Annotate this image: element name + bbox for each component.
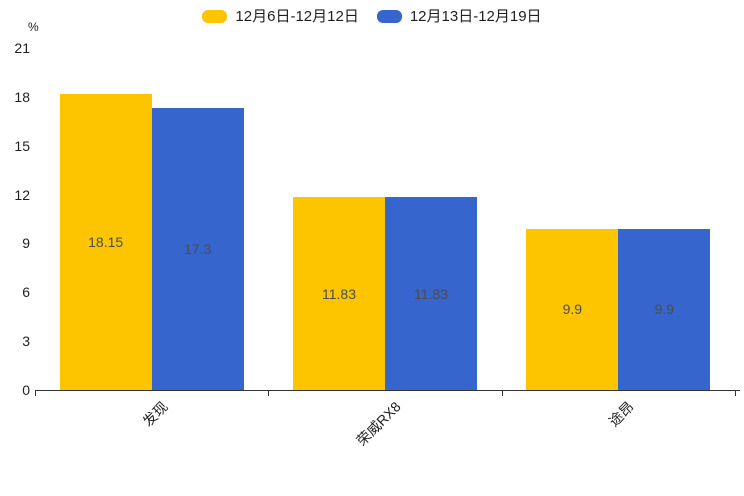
y-axis-tick-label: 15 <box>14 137 30 154</box>
legend-item-week1[interactable]: 12月6日-12月12日 <box>202 8 359 25</box>
bar-12月6日-12月12日-途昂[interactable]: 9.9 <box>526 228 619 390</box>
bar-12月6日-12月12日-荣威RX8[interactable]: 11.83 <box>293 197 385 390</box>
y-axis-tick-label: 12 <box>14 186 30 203</box>
y-axis-tick-label: 18 <box>14 88 30 105</box>
x-axis-tick <box>268 391 270 396</box>
bar-value-label: 11.83 <box>322 285 356 302</box>
legend-label-week2: 12月13日-12月19日 <box>409 8 542 25</box>
bar-value-label: 17.3 <box>184 241 212 258</box>
bar-value-label: 9.9 <box>654 301 675 318</box>
x-axis-tick <box>735 391 736 396</box>
bar-12月6日-12月12日-发现[interactable]: 18.15 <box>59 94 152 390</box>
y-axis-tick-label: 21 <box>14 40 30 56</box>
bar-12月13日-12月19日-发现[interactable]: 17.3 <box>151 108 244 390</box>
legend-swatch-week1-icon <box>202 10 228 23</box>
bar-value-label: 9.9 <box>562 301 583 318</box>
y-axis-tick-label: 6 <box>22 284 30 301</box>
bar-12月13日-12月19日-途昂[interactable]: 9.9 <box>618 228 711 390</box>
y-axis-tick-label: 3 <box>22 333 30 350</box>
bar-12月13日-12月19日-荣威RX8[interactable]: 11.83 <box>385 197 477 390</box>
x-axis-tick <box>501 391 503 396</box>
y-axis-tick-label: 0 <box>22 382 30 398</box>
x-category-label-途昂: 途昂 <box>605 398 638 430</box>
x-axis-line <box>35 390 740 391</box>
legend-label-week1: 12月6日-12月12日 <box>235 8 359 25</box>
legend: 12月6日-12月12日 12月13日-12月19日 <box>0 8 744 25</box>
x-category-label-荣威RX8: 荣威RX8 <box>353 398 404 449</box>
bar-value-label: 11.83 <box>414 285 448 302</box>
legend-item-week2[interactable]: 12月13日-12月19日 <box>376 8 542 25</box>
y-axis-tick-label: 9 <box>22 235 30 252</box>
y-axis-unit-label: % <box>28 20 39 34</box>
legend-swatch-week2-icon <box>376 10 402 23</box>
x-axis-tick <box>35 391 36 396</box>
x-category-label-发现: 发现 <box>139 398 171 430</box>
bar-value-label: 18.15 <box>88 234 124 251</box>
